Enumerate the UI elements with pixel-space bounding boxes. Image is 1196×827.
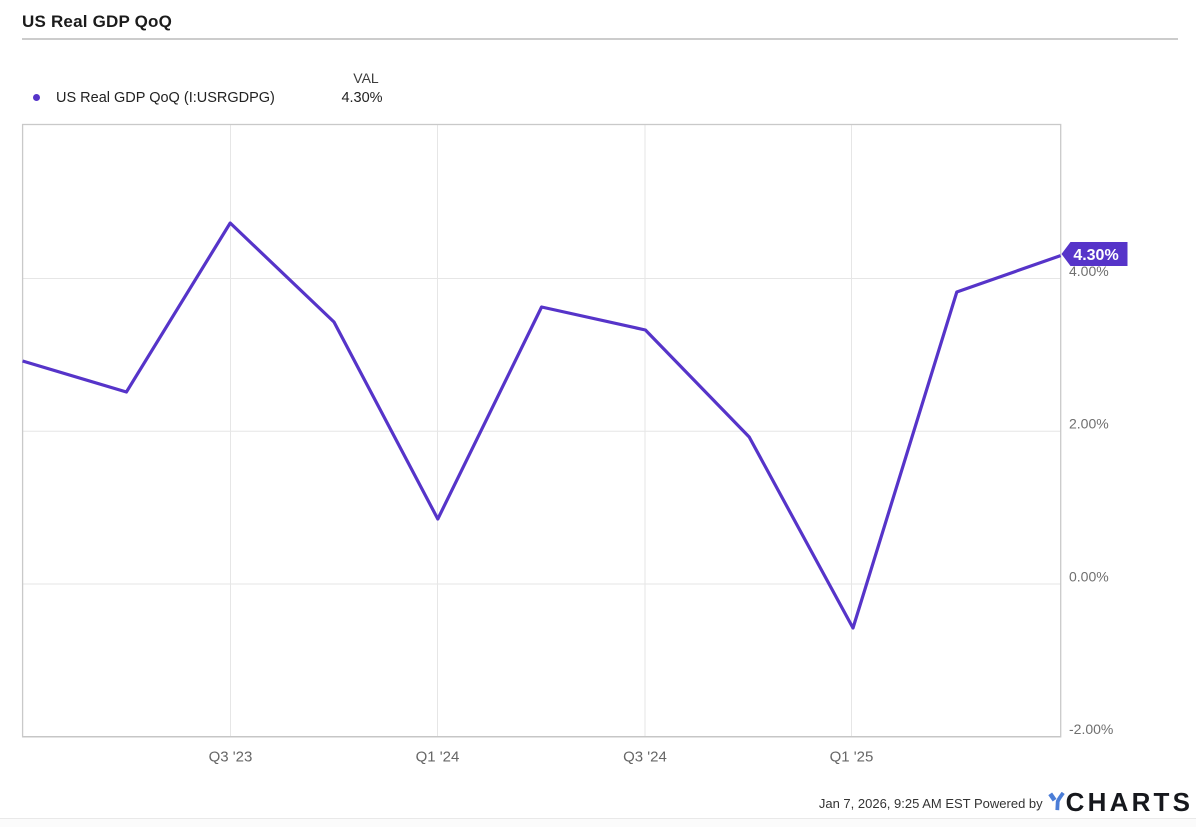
- svg-text:0.00%: 0.00%: [1069, 569, 1109, 585]
- svg-text:Q3 '24: Q3 '24: [623, 749, 667, 766]
- svg-text:Q1 '25: Q1 '25: [830, 749, 874, 766]
- svg-text:2.00%: 2.00%: [1069, 416, 1109, 432]
- svg-text:4.30%: 4.30%: [1073, 247, 1118, 264]
- svg-text:-2.00%: -2.00%: [1069, 721, 1113, 737]
- svg-text:Q1 '24: Q1 '24: [416, 749, 460, 766]
- svg-text:Q3 '23: Q3 '23: [209, 749, 253, 766]
- svg-text:4.00%: 4.00%: [1069, 263, 1109, 279]
